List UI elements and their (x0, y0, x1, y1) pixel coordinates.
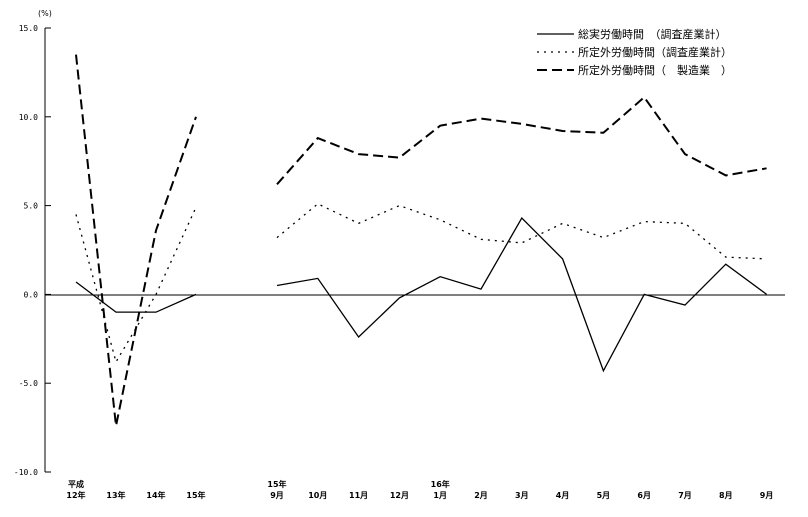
x-label-annual-line1: 平成 (68, 479, 84, 489)
x-label-annual-line2: 14年 (146, 490, 165, 500)
series-2-monthly-line (276, 203, 767, 260)
x-label-month-line2: 6月 (637, 491, 651, 500)
y-tick-label: 15.0 (19, 24, 38, 33)
series-1-annual-line (75, 281, 197, 313)
x-label-month-line2: 5月 (597, 491, 611, 500)
x-label-month-line1: 16年 (431, 479, 450, 489)
x-label-month-line2: 9月 (760, 491, 774, 500)
y-tick-label: 5.0 (24, 202, 39, 211)
x-label-month-line2: 8月 (719, 491, 733, 500)
series-3-monthly-line (276, 95, 767, 185)
x-label-month-line2: 7月 (678, 491, 692, 500)
y-tick-label: -10.0 (14, 468, 38, 477)
x-label-month-line2: 4月 (556, 491, 570, 500)
x-label-month-line2: 2月 (474, 491, 488, 500)
x-label-annual-line2: 15年 (186, 490, 205, 500)
legend: 総実労働時間 （調査産業計） 所定外労働時間（調査産業計） 所定外労働時間（ 製造業… (537, 27, 732, 77)
legend-label-2: 所定外労働時間（調査産業計） (578, 45, 732, 59)
series-3-annual-line (75, 54, 197, 427)
x-label-month-line2: 9月 (270, 491, 284, 500)
y-tick-label: 0.0 (24, 290, 39, 299)
y-unit-label: (%) (38, 9, 52, 18)
x-label-annual-line2: 12年 (66, 490, 85, 500)
x-label-month-line1: 15年 (267, 479, 286, 489)
y-tick-label: -5.0 (19, 379, 38, 388)
legend-label-1: 総実労働時間 （調査産業計） (578, 27, 727, 41)
x-label-month-line2: 1月 (433, 491, 447, 500)
series-2-annual-line (75, 207, 197, 364)
x-label-annual-line2: 13年 (106, 490, 125, 500)
x-label-month-line2: 12月 (390, 491, 409, 500)
series-1-monthly-line (276, 216, 767, 373)
x-label-month-line2: 10月 (308, 491, 327, 500)
y-tick-label: 10.0 (19, 113, 38, 122)
x-label-month-line2: 3月 (515, 491, 529, 500)
x-label-month-line2: 11月 (349, 491, 368, 500)
legend-label-3: 所定外労働時間（ 製造業 ） (578, 63, 732, 77)
